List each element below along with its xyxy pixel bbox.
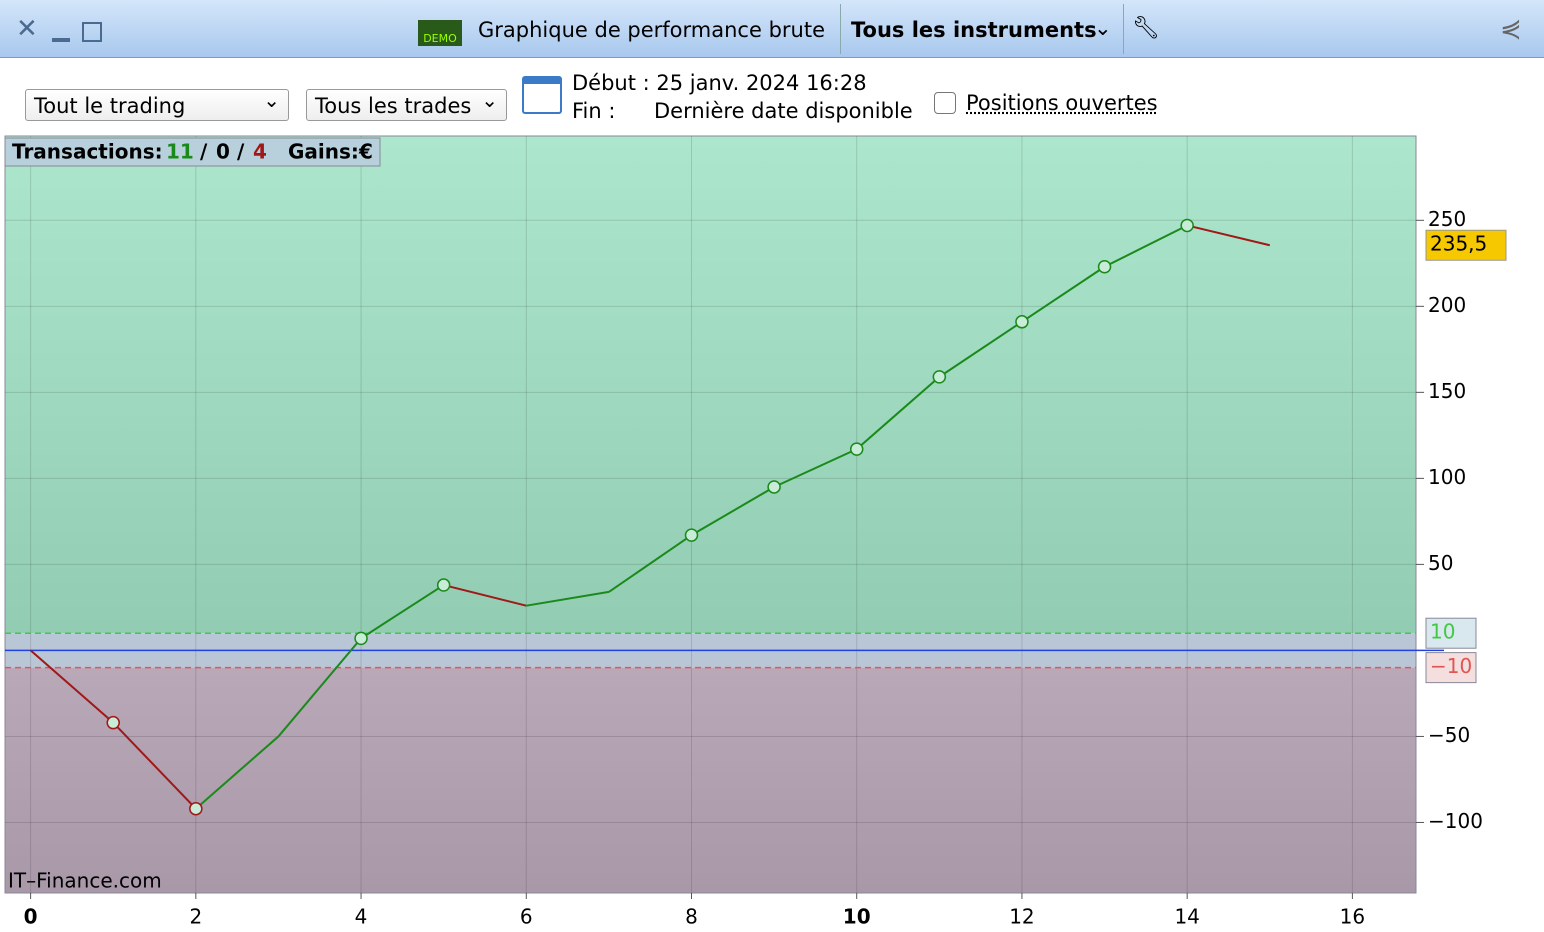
line-segment — [856, 376, 940, 450]
trade-marker — [106, 715, 120, 730]
line-segment — [1021, 265, 1106, 323]
line-segment — [360, 584, 445, 640]
x-tick-label: 8 — [685, 905, 698, 929]
line-segment — [277, 637, 362, 738]
wins: 11 — [166, 140, 194, 164]
last-value-box — [1425, 229, 1507, 261]
trade-marker — [436, 578, 451, 592]
trade-marker — [189, 801, 203, 816]
x-tick-label: 4 — [355, 905, 368, 929]
summary-box — [4, 137, 381, 167]
trade-marker — [1097, 260, 1112, 274]
separator: / — [237, 140, 245, 164]
line-segment — [608, 534, 693, 593]
y-tick-label: −100 — [1428, 809, 1483, 833]
y-tick-label: 250 — [1428, 207, 1466, 231]
x-tick-label: 0 — [24, 905, 38, 929]
profit-zone — [5, 136, 1416, 634]
last-value-label: 235,5 — [1430, 232, 1487, 256]
y-tick-label: 150 — [1428, 379, 1466, 403]
x-tick-label: 6 — [520, 905, 533, 929]
demo-icon: DEMO — [418, 20, 462, 46]
share-button[interactable]: ⋞ — [1500, 14, 1522, 44]
gains-label: Gains: — [288, 140, 359, 164]
watermark: IT–Finance.com — [8, 869, 162, 893]
summary-label: Transactions: — [12, 140, 163, 164]
instrument-selector[interactable]: Tous les instruments — [851, 18, 1097, 42]
y-tick-label: 100 — [1428, 465, 1466, 489]
loss-zone — [5, 667, 1416, 893]
plot-border — [4, 135, 1417, 894]
separator: / — [200, 140, 208, 164]
open-positions-label[interactable]: Positions ouvertes — [966, 91, 1158, 115]
minimize-button[interactable] — [52, 38, 70, 42]
line-segment — [938, 320, 1023, 378]
trade-marker — [354, 631, 368, 646]
trades-select[interactable]: Tous les trades — [306, 84, 507, 121]
line-segment — [112, 721, 197, 810]
x-tick-label: 14 — [1174, 905, 1199, 929]
trade-marker — [1180, 218, 1194, 233]
line-segment — [443, 584, 527, 607]
currency: € — [358, 140, 373, 164]
close-button[interactable]: ✕ — [16, 14, 38, 44]
trade-marker — [932, 370, 947, 384]
x-tick-label: 12 — [1009, 905, 1034, 929]
open-positions-checkbox[interactable] — [934, 92, 956, 114]
threshold-label: 10 — [1430, 620, 1455, 644]
threshold-box — [1425, 617, 1477, 649]
y-tick-label: 200 — [1428, 293, 1466, 317]
trade-marker — [684, 528, 699, 542]
line-segment — [526, 590, 610, 607]
y-tick-label: 50 — [1428, 551, 1453, 575]
title-bar: ✕ DEMO Graphique de performance brute To… — [0, 0, 1544, 58]
dropdown-arrow[interactable]: ⌄ — [1094, 16, 1112, 40]
trade-marker — [767, 480, 781, 494]
settings-button[interactable]: 🔧︎ — [1132, 16, 1160, 41]
x-tick-label: 10 — [843, 905, 871, 929]
line-segment — [29, 649, 114, 724]
line-segment — [195, 735, 280, 810]
trade-marker — [849, 442, 864, 456]
line-segment — [1186, 224, 1271, 247]
threshold-box — [1425, 652, 1477, 684]
trade-marker — [1015, 315, 1029, 329]
window-title: Graphique de performance brute — [478, 18, 826, 42]
end-label: Fin : — [572, 99, 616, 123]
x-tick-label: 16 — [1340, 905, 1365, 929]
neutral: 0 — [216, 140, 230, 164]
start-date: Début : 25 janv. 2024 16:28 — [572, 71, 867, 95]
calendar-button[interactable] — [522, 76, 562, 114]
line-segment — [773, 448, 858, 488]
x-tick-label: 2 — [189, 905, 202, 929]
maximize-button[interactable] — [82, 22, 102, 42]
y-tick-label: −50 — [1428, 723, 1470, 747]
losses: 4 — [253, 140, 267, 164]
end-value: Dernière date disponible — [654, 99, 913, 123]
line-segment — [690, 486, 775, 537]
threshold-label: −10 — [1430, 654, 1472, 678]
line-segment — [1104, 224, 1188, 268]
scope-select[interactable]: Tout le trading — [25, 84, 289, 121]
